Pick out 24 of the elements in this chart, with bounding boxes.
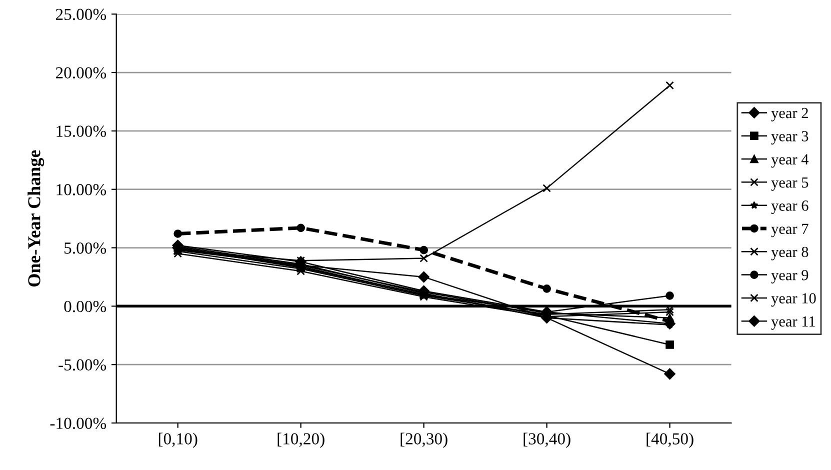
x-tick-label: [0,10) [158,432,198,448]
y-tick-label: 0.00% [64,300,106,312]
y-tick-label: 5.00% [64,242,106,254]
x-tick-label: [20,30) [400,432,448,448]
legend-label: year 3 [771,131,808,144]
y-tick-label: -5.00% [58,359,106,371]
legend-label: year 7 [771,224,808,238]
legend-label: year 2 [771,108,808,122]
y-tick-label: 10.00% [56,184,106,196]
x-tick-label: [30,40) [524,432,570,448]
x-tick-label: [40,50) [646,432,694,448]
y-tick-label: 25.00% [56,8,106,20]
y-axis-title: One-Year Change [28,150,44,286]
y-tick-label: -10.00% [50,418,106,430]
legend-label: year 5 [771,178,808,191]
y-tick-label: 15.00% [56,126,106,137]
legend-label: year 8 [771,246,808,260]
legend-label: year 10 [771,293,816,307]
legend-label: year 9 [771,270,808,284]
y-tick-label: 20.00% [56,67,106,79]
x-tick-label: [10,20) [278,432,324,448]
legend-label: year 11 [771,316,815,330]
legend-label: year 6 [771,200,808,214]
legend-label: year 4 [771,154,809,168]
